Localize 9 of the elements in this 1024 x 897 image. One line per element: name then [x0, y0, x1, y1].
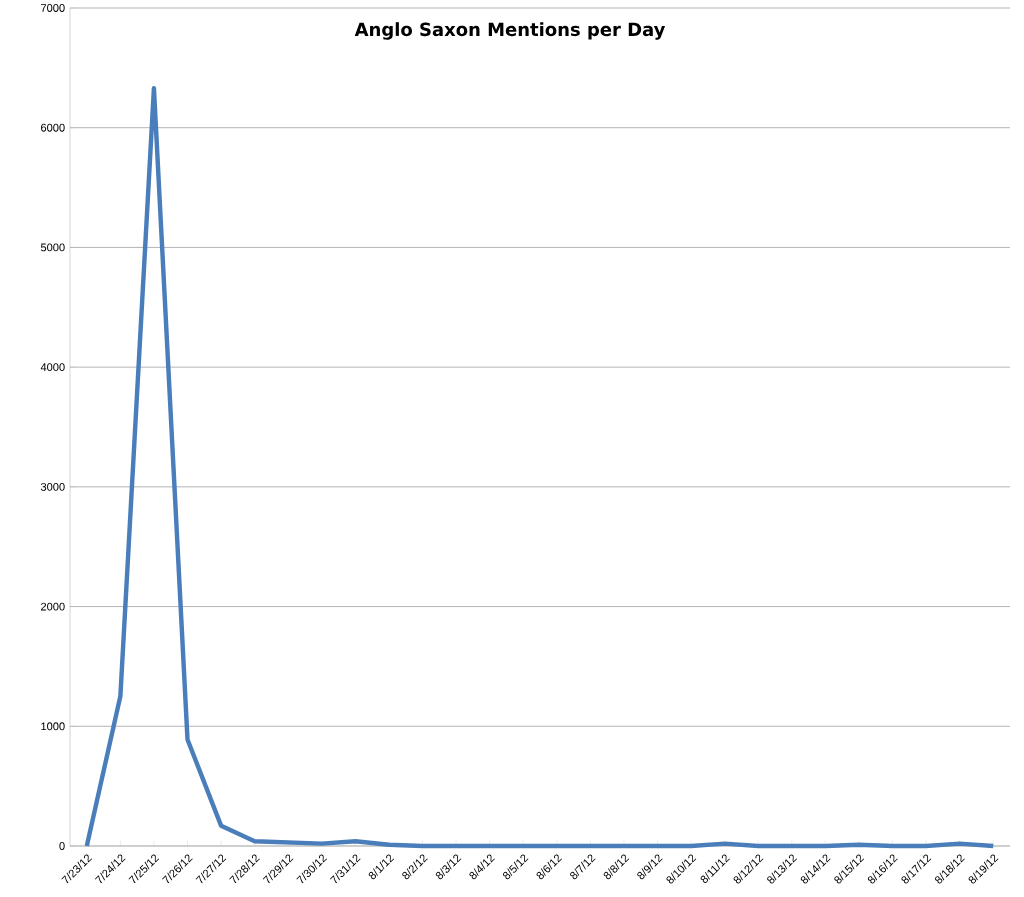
y-tick-label: 1000 — [41, 722, 65, 731]
text: Anglo Saxon Mentions per Day — [354, 22, 666, 40]
y-tick-label: 3000 — [40, 482, 65, 491]
y-tick-label: 4000 — [40, 363, 65, 372]
y-tick-label: 6000 — [41, 123, 65, 132]
y-tick-label: 5000 — [40, 243, 65, 252]
y-tick-label: 7000 — [41, 4, 65, 12]
y-tick-label: 0 — [59, 842, 65, 850]
y-tick-label: 2000 — [41, 602, 65, 611]
